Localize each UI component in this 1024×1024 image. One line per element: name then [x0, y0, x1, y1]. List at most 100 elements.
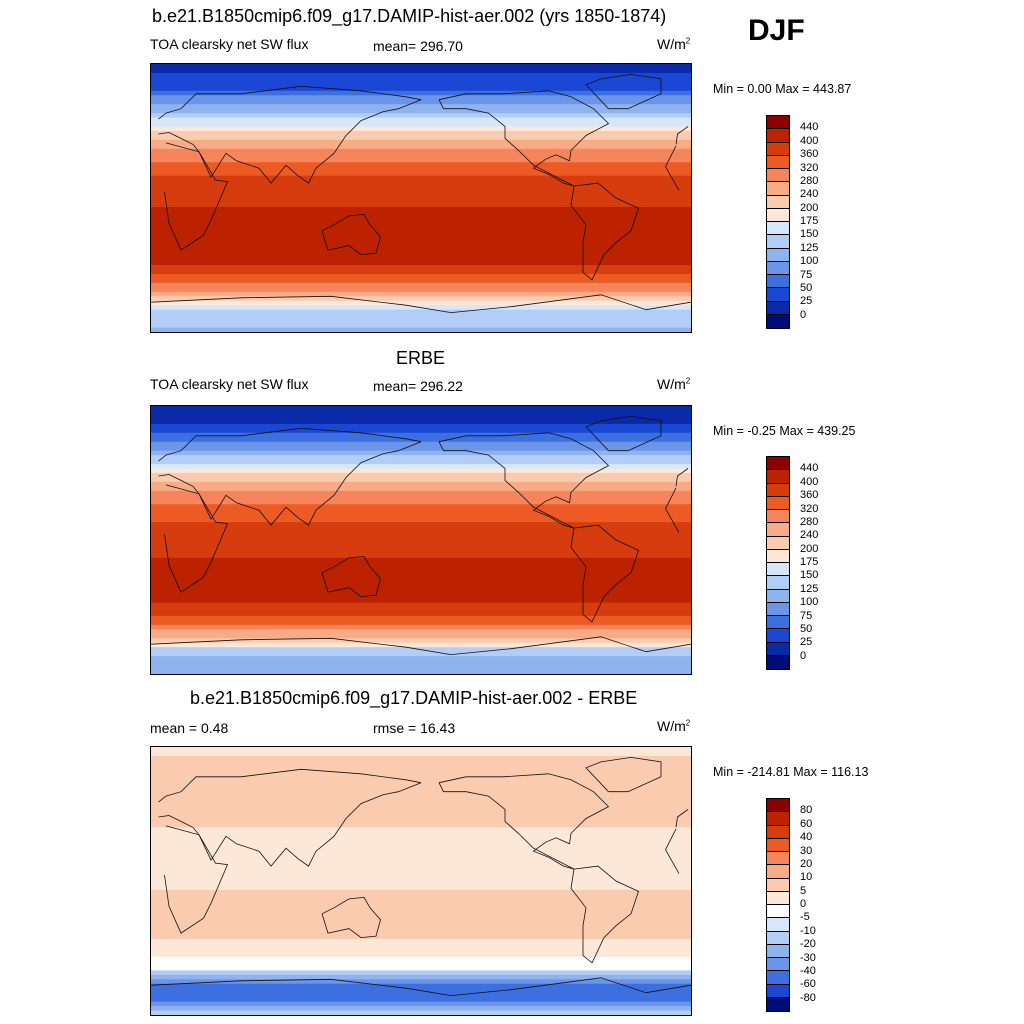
zonal-band: [151, 620, 691, 626]
zonal-band: [151, 464, 691, 470]
zonal-band: [151, 180, 691, 186]
colorbar-tick-label: 175: [800, 215, 819, 227]
coastline: [438, 432, 610, 529]
colorbar-swatch: [767, 523, 789, 537]
coastline: [438, 90, 610, 187]
colorbar-swatch: [767, 288, 789, 302]
zonal-band: [151, 269, 691, 275]
zonal-band: [151, 414, 691, 420]
zonal-band: [151, 818, 691, 824]
zonal-band: [151, 992, 691, 998]
coastline: [321, 213, 381, 256]
zonal-band: [151, 251, 691, 257]
zonal-band: [151, 86, 691, 92]
colorbar-tick-label: 360: [800, 148, 819, 161]
zonal-band: [151, 602, 691, 608]
zonal-band: [151, 755, 691, 761]
zonal-band: [151, 787, 691, 793]
colorbar-tick-label: 100: [800, 596, 819, 609]
zonal-band: [151, 522, 691, 528]
coastline: [158, 768, 689, 828]
zonal-band: [151, 81, 691, 87]
colorbar-tick-label: 440: [800, 121, 819, 134]
zonal-band: [151, 970, 691, 976]
colorbar-swatch: [767, 891, 789, 905]
zonal-band: [151, 77, 691, 83]
zonal-band: [151, 99, 691, 105]
zonal-band: [151, 809, 691, 815]
zonal-band: [151, 854, 691, 860]
colorbar-swatch: [767, 655, 789, 669]
zonal-band: [151, 318, 691, 324]
zonal-band: [151, 113, 691, 119]
colorbar-swatch: [767, 314, 789, 328]
zonal-band: [151, 921, 691, 927]
zonal-band: [151, 535, 691, 541]
zonal-band: [151, 490, 691, 496]
colorbar-swatch: [767, 116, 789, 130]
colorbar-tick-label: -30: [800, 951, 816, 964]
colorbar-tick-label: 10: [800, 871, 813, 884]
zonal-band: [151, 327, 691, 332]
zonal-band: [151, 952, 691, 958]
zonal-band: [151, 934, 691, 940]
zonal-band: [151, 309, 691, 315]
colorbar-tick-label: 80: [800, 804, 813, 817]
zonal-band: [151, 943, 691, 949]
zonal-band: [151, 499, 691, 505]
zonal-band: [151, 557, 691, 563]
colorbar-swatch: [767, 576, 789, 590]
colorbar-swatch: [767, 602, 789, 616]
zonal-band: [151, 95, 691, 101]
panel3-minmax: Min = -214.81 Max = 116.13: [713, 765, 869, 779]
zonal-band: [151, 265, 691, 271]
panel1-units: W/m2: [657, 36, 691, 52]
zonal-band: [151, 531, 691, 537]
zonal-band: [151, 822, 691, 828]
zonal-band: [151, 796, 691, 802]
zonal-band: [151, 446, 691, 452]
zonal-band: [151, 517, 691, 523]
panel2-units: W/m2: [657, 376, 691, 392]
zonal-band: [151, 157, 691, 163]
zonal-band: [151, 598, 691, 604]
zonal-band: [151, 1001, 691, 1007]
zonal-band: [151, 296, 691, 302]
zonal-band: [151, 965, 691, 971]
zonal-band: [151, 956, 691, 962]
panel2-map: [150, 405, 692, 675]
zonal-band: [151, 410, 691, 416]
panel2-field-label: TOA clearsky net SW flux: [150, 376, 309, 392]
zonal-band: [151, 840, 691, 846]
zonal-band: [151, 291, 691, 297]
zonal-band: [151, 867, 691, 873]
colorbar-tick-label: -20: [800, 938, 816, 951]
zonal-band: [151, 287, 691, 293]
zonal-band: [151, 764, 691, 770]
zonal-band: [151, 571, 691, 577]
zonal-band: [151, 135, 691, 141]
zonal-band: [151, 997, 691, 1003]
zonal-band: [151, 863, 691, 869]
colorbar-swatch: [767, 155, 789, 169]
colorbar-swatch: [767, 852, 789, 866]
zonal-band: [151, 898, 691, 904]
zonal-band: [151, 148, 691, 154]
zonal-band: [151, 144, 691, 150]
zonal-band: [151, 858, 691, 864]
colorbar-swatch: [767, 496, 789, 510]
zonal-band: [151, 323, 691, 329]
zonal-band: [151, 974, 691, 980]
zonal-band: [151, 273, 691, 279]
colorbar-tick-label: 75: [800, 609, 813, 622]
zonal-band: [151, 916, 691, 922]
coastline: [585, 415, 662, 452]
zonal-band: [151, 229, 691, 235]
colorbar-tick-label: -5: [800, 911, 810, 924]
colorbar-tick-label: 125: [800, 241, 819, 254]
zonal-band: [151, 90, 691, 96]
colorbar-tick-label: 150: [800, 228, 819, 241]
colorbar-tick-label: 280: [800, 174, 819, 187]
zonal-band: [151, 903, 691, 909]
zonal-band: [151, 624, 691, 630]
